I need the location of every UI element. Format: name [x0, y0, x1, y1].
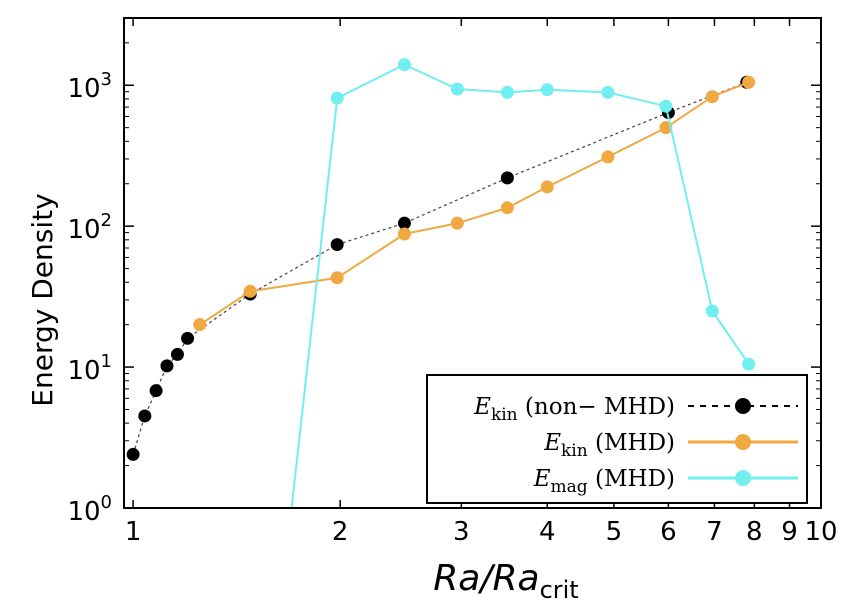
data-point-series-1	[193, 318, 207, 332]
data-point-series-2	[330, 91, 344, 105]
data-point-series-2	[601, 85, 615, 99]
data-point-series-0	[397, 216, 411, 230]
data-point-series-1	[450, 216, 464, 230]
data-point-series-1	[397, 227, 411, 241]
data-point-series-0	[160, 359, 174, 373]
plot-area	[123, 17, 822, 509]
x-tick-label: 6	[660, 517, 677, 547]
data-point-series-1	[601, 150, 615, 164]
y-tick-label: 102	[67, 210, 112, 245]
y-tick-label: 103	[67, 69, 112, 104]
data-point-series-0	[500, 171, 514, 185]
y-tick-label: 100	[67, 492, 112, 527]
y-tick-label: 101	[67, 351, 112, 386]
series-line-0	[132, 81, 748, 455]
data-point-series-2	[705, 304, 719, 318]
data-point-series-2	[450, 82, 464, 96]
x-axis: 1 2 3 4 5 6 7 8 9 10	[125, 18, 838, 547]
legend-label-1: Ekin (MHD)	[543, 430, 675, 461]
x-tick-label: 2	[332, 517, 349, 547]
x-tick-label: 7	[706, 517, 723, 547]
data-point-series-1	[330, 271, 344, 285]
y-axis: 100 101 102 103	[67, 17, 821, 527]
x-tick-label: 10	[804, 517, 837, 547]
legend: Ekin (non− MHD) Ekin (MHD) Emag (MHD)	[426, 374, 808, 504]
series-layer	[126, 58, 756, 508]
data-point-series-2	[659, 99, 673, 113]
data-point-series-2	[397, 58, 411, 72]
x-tick-label: 3	[453, 517, 470, 547]
series-line-2	[290, 63, 750, 508]
data-point-series-0	[149, 384, 163, 398]
legend-label-0: Ekin (non− MHD)	[473, 394, 675, 425]
data-point-series-1	[742, 75, 756, 89]
x-tick-label: 9	[781, 517, 798, 547]
legend-marker-1	[735, 434, 751, 450]
data-point-series-0	[138, 409, 152, 423]
data-point-series-2	[500, 85, 514, 99]
data-point-series-0	[126, 447, 140, 461]
legend-marker-0	[735, 398, 751, 414]
legend-label-2: Emag (MHD)	[533, 466, 675, 497]
data-point-series-0	[170, 347, 184, 361]
data-point-series-1	[705, 90, 719, 104]
data-point-series-2	[742, 357, 756, 371]
x-tick-label: 5	[606, 517, 623, 547]
x-tick-label: 8	[746, 517, 763, 547]
y-axis-title: Energy Density	[26, 193, 59, 406]
data-point-series-2	[540, 83, 554, 97]
x-axis-title: Ra/Racrit	[433, 558, 578, 604]
data-point-series-1	[243, 284, 257, 298]
data-point-series-0	[330, 238, 344, 252]
data-point-series-1	[540, 180, 554, 194]
legend-marker-2	[735, 470, 751, 486]
x-tick-label: 1	[125, 517, 142, 547]
data-point-series-0	[181, 331, 195, 345]
data-point-series-1	[500, 201, 514, 215]
x-tick-label: 4	[539, 517, 556, 547]
plot-frame	[123, 17, 822, 509]
